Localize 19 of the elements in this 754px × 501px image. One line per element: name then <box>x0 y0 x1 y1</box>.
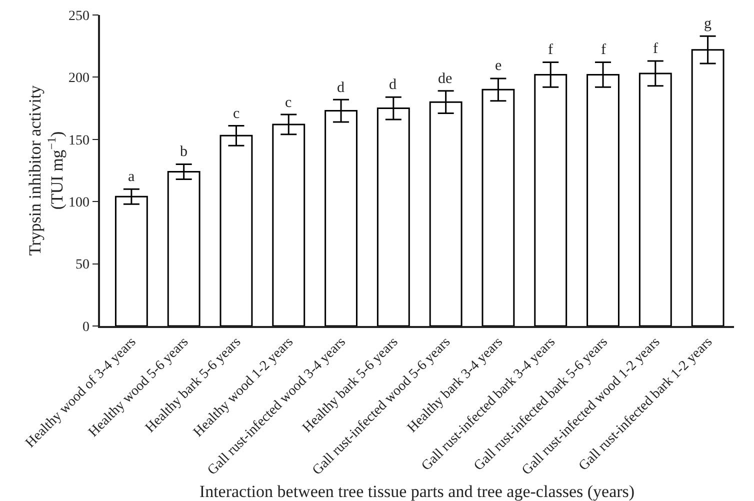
x-axis-title: Interaction between tree tissue parts and tree age-classes (years) <box>199 482 635 501</box>
y-tick-label: 0 <box>82 320 90 335</box>
annotation: e <box>495 58 502 74</box>
y-tick-label: 200 <box>68 71 90 86</box>
y-tick-label: 50 <box>75 258 90 273</box>
annotation: c <box>233 106 240 122</box>
annotation: b <box>180 144 188 160</box>
annotation: c <box>285 95 292 111</box>
annotation: d <box>389 77 397 93</box>
annotation: f <box>601 42 606 58</box>
annotation: d <box>337 80 345 96</box>
y-tick-label: 100 <box>68 196 90 210</box>
annotation: f <box>548 42 553 58</box>
y-tick-label: 250 <box>68 8 90 24</box>
annotation: a <box>128 169 135 185</box>
y-tick-label: 150 <box>68 133 90 148</box>
annotation: de <box>438 71 452 87</box>
annotation: g <box>704 16 712 32</box>
annotation: f <box>653 41 658 57</box>
